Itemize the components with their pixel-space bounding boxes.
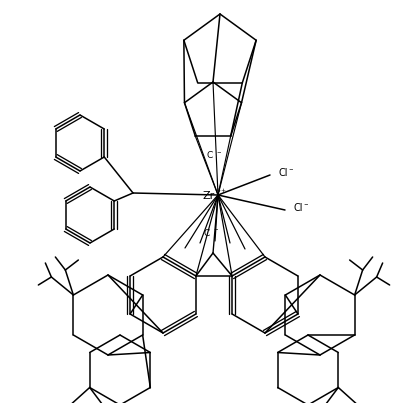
Text: C: C bbox=[203, 229, 210, 237]
Text: $^{-}$: $^{-}$ bbox=[302, 201, 308, 210]
Text: $^{-}$: $^{-}$ bbox=[287, 166, 293, 174]
Text: C: C bbox=[206, 152, 213, 160]
Text: $^{-}$: $^{-}$ bbox=[216, 148, 221, 158]
Text: Zr: Zr bbox=[202, 191, 215, 201]
Text: Cl: Cl bbox=[293, 203, 303, 213]
Text: Cl: Cl bbox=[278, 168, 288, 178]
Text: $^{-}$: $^{-}$ bbox=[212, 226, 218, 235]
Text: $^{4+}$: $^{4+}$ bbox=[216, 187, 227, 197]
